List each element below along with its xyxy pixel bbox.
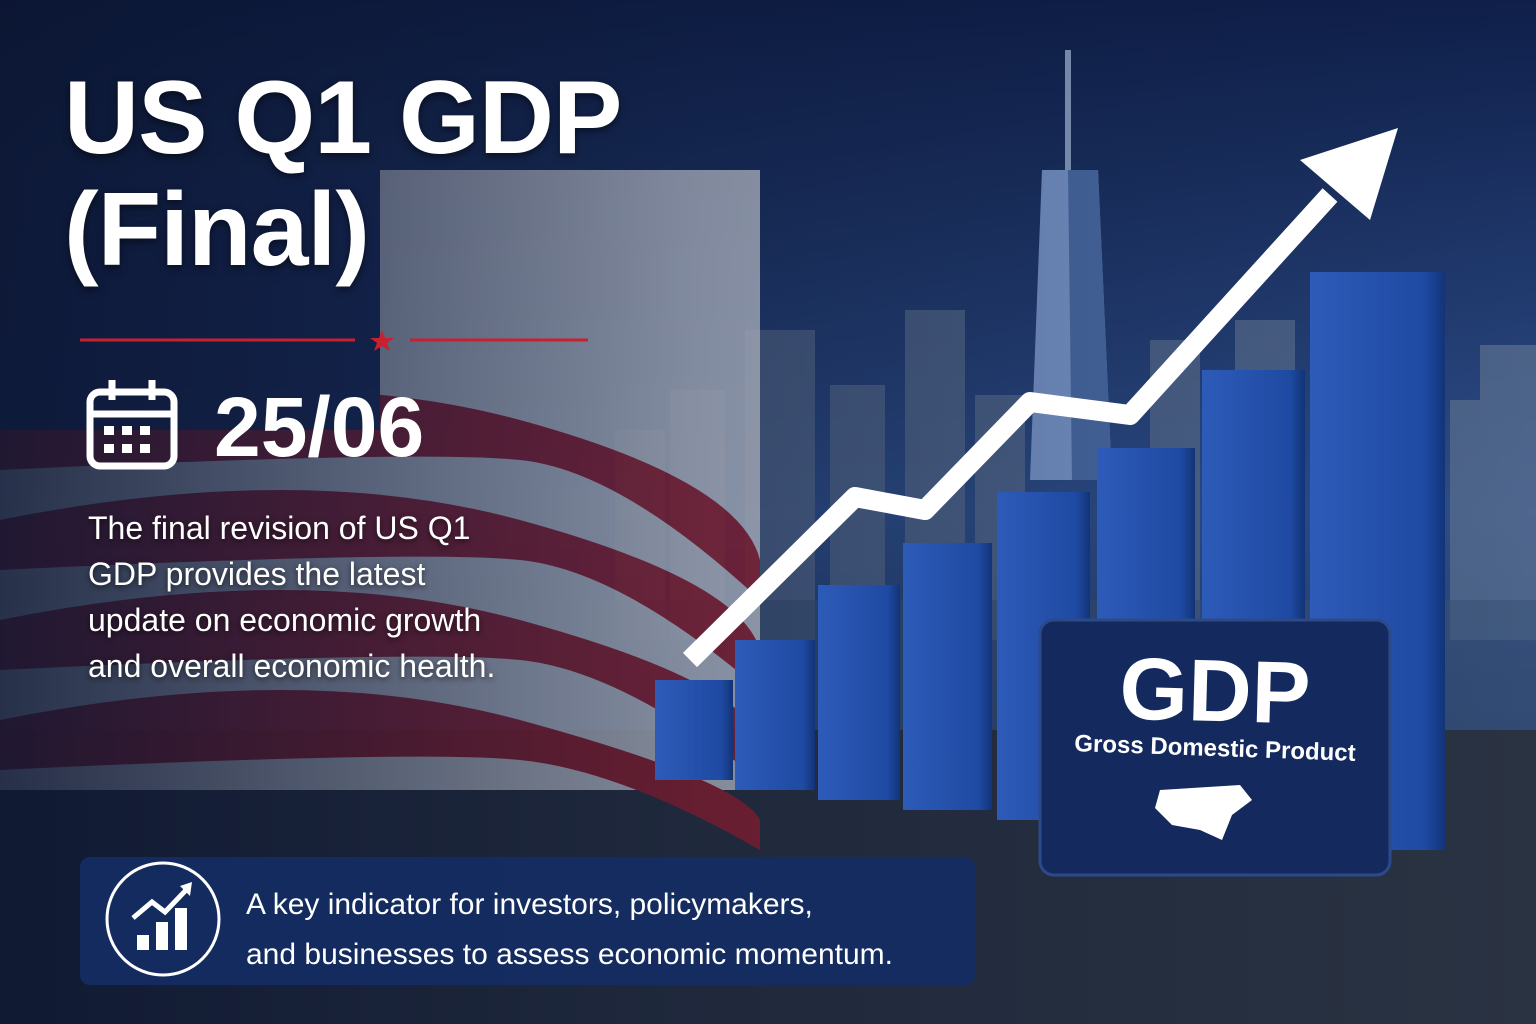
calendar-icon xyxy=(86,380,178,470)
divider xyxy=(80,330,588,351)
arrow xyxy=(682,128,1398,668)
banner-line: A key indicator for investors, policymak… xyxy=(246,888,813,921)
calendar-dots xyxy=(104,426,150,453)
banner-text: A key indicator for investors, policymak… xyxy=(246,880,893,980)
growth-icon xyxy=(105,861,221,977)
banner-line: and businesses to assess economic moment… xyxy=(246,938,893,971)
title: US Q1 GDP (Final) xyxy=(64,60,622,288)
banner-box xyxy=(80,857,975,985)
us-map-icon xyxy=(1155,785,1252,840)
title-line: US Q1 GDP xyxy=(64,60,622,176)
date: 25/06 xyxy=(214,380,425,474)
title-line: (Final) xyxy=(64,172,370,288)
gdp-sign xyxy=(1038,618,1392,877)
description: The final revision of US Q1 GDP provides… xyxy=(88,510,496,684)
